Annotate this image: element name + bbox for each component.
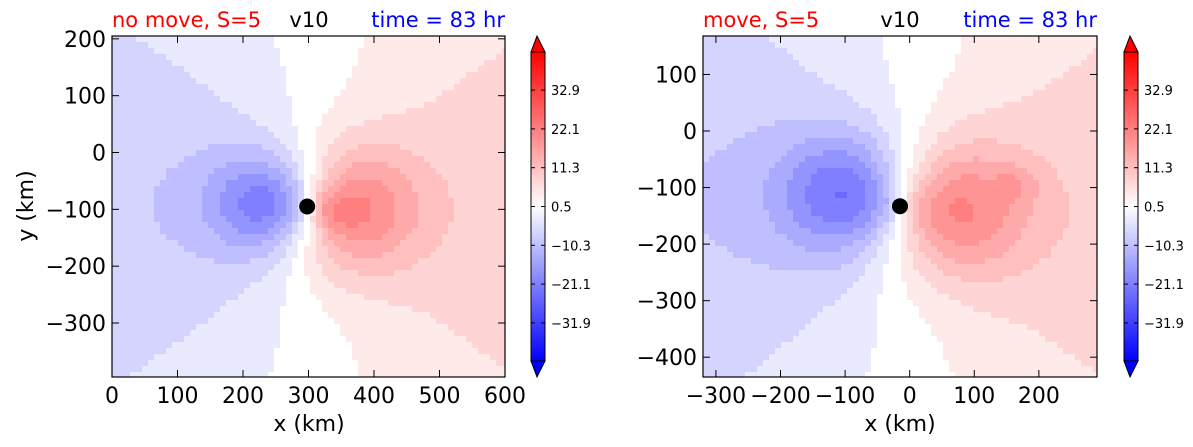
colorbar-tick-label: 11.3: [551, 162, 580, 177]
x-tick-label: −300: [686, 384, 746, 409]
colorbar-tick-label: −31.9: [1144, 317, 1184, 332]
x-tick-label: 100: [157, 384, 199, 409]
colorbar-tick-label: −21.1: [1144, 278, 1184, 293]
x-tick-label: −100: [815, 384, 875, 409]
title-left: move, S=5: [703, 8, 819, 32]
colorbar: 32.9 22.1 11.3 0.5 −10.3 −21.1 −31.9: [1123, 34, 1184, 379]
colorbar-tick-label: 32.9: [551, 84, 580, 99]
y-tick-label: −200: [46, 255, 106, 280]
y-tick-label: −100: [637, 177, 697, 202]
x-tick-label: 500: [419, 384, 461, 409]
x-tick-label: −200: [750, 384, 810, 409]
colorbar: 32.9 22.1 11.3 0.5 −10.3 −21.1 −31.9: [530, 34, 591, 379]
x-tick-label: 300: [288, 384, 330, 409]
y-tick-label: −200: [637, 233, 697, 258]
panel-move: −300 −200 −100 0 100 200−400−300−200−1000100 …: [637, 8, 1098, 437]
y-tick-label: 0: [683, 120, 697, 145]
contour-field: [703, 36, 1097, 377]
y-tick-label: 100: [64, 85, 106, 110]
storm-center-marker: [299, 198, 316, 215]
title-right: time = 83 hr: [371, 8, 505, 32]
colorbar-tick-label: 0.5: [1144, 201, 1165, 216]
title-right: time = 83 hr: [963, 8, 1097, 32]
colorbar-extend-max: [530, 34, 546, 53]
title-center: v10: [880, 8, 919, 32]
title-center: v10: [289, 8, 328, 32]
colorbar-tick-label: 22.1: [1144, 123, 1173, 138]
colorbar-tick-label: −10.3: [551, 239, 591, 254]
y-tick-label: −300: [46, 312, 106, 337]
x-tick-label: 400: [353, 384, 395, 409]
colorbar-tick-label: 11.3: [1144, 162, 1173, 177]
colorbar-tick-label: 0.5: [551, 201, 572, 216]
y-tick-label: −100: [46, 198, 106, 223]
colorbar-tick-label: −10.3: [1144, 239, 1184, 254]
y-tick-label: 200: [64, 28, 106, 53]
colorbar-tick-label: 32.9: [1144, 84, 1173, 99]
x-tick-label: 0: [105, 384, 119, 409]
x-axis-label: x (km): [273, 412, 344, 437]
colorbar-extend-max: [1123, 34, 1139, 53]
contour-field: [112, 36, 505, 377]
axis-ticks: 0 100 200 300 400 500 600 −300 −200 −100 0 100 200: [46, 28, 526, 409]
y-tick-label: −300: [637, 290, 697, 315]
x-tick-label: 100: [953, 384, 995, 409]
x-tick-label: 200: [1018, 384, 1060, 409]
colorbar-tick-label: −21.1: [551, 278, 591, 293]
x-tick-label: 0: [903, 384, 917, 409]
y-axis-label: y (km): [14, 170, 39, 241]
plot-frame: [702, 35, 1098, 378]
colorbar-extend-min: [530, 360, 546, 379]
colorbar-tick-label: −31.9: [551, 317, 591, 332]
y-tick-label: 0: [92, 142, 106, 167]
panel-no-move: 0 100 200 300 400 500 600 −300 −200 −100 0 100 200 n…: [14, 8, 526, 437]
y-tick-label: −400: [637, 346, 697, 371]
x-axis-label: x (km): [864, 412, 935, 437]
title-left: no move, S=5: [112, 8, 261, 32]
y-tick-label: 100: [655, 63, 697, 88]
storm-center-marker: [892, 198, 908, 215]
x-tick-label: 600: [484, 384, 526, 409]
colorbar-tick-label: 22.1: [551, 123, 580, 138]
colorbar-extend-min: [1123, 360, 1139, 379]
x-tick-label: 200: [222, 384, 264, 409]
